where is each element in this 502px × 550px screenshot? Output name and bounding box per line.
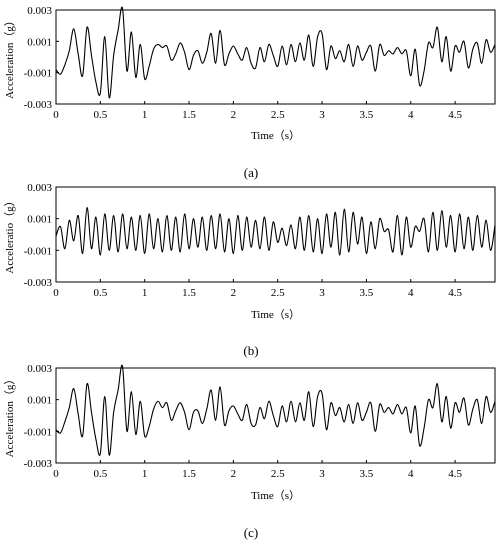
y-tick-label: 0.003 (27, 182, 52, 194)
x-tick-label: 2 (231, 287, 237, 299)
x-tick-label: 1.5 (182, 287, 196, 299)
plot-frame (55, 9, 496, 105)
x-tick-label: 0 (53, 287, 59, 299)
acceleration-trace (55, 364, 496, 456)
x-tick-label: 1.5 (182, 109, 196, 121)
x-axis-title: Time（s） (251, 308, 300, 321)
x-tick-label: 2 (231, 468, 237, 480)
y-tick-label: -0.003 (24, 277, 53, 289)
y-tick-label: -0.001 (24, 68, 52, 80)
x-tick-label: 2.5 (271, 468, 285, 480)
y-tick-label: 0.003 (27, 363, 52, 375)
x-tick-label: 2 (231, 109, 237, 121)
panel-c: 0 0.5 1 1.5 2 2.5 3 3.5 4 4.5 0.003 0.001 -0.001 -0.0… (3, 363, 496, 540)
x-tick-label: 3.5 (360, 109, 374, 121)
x-tick-label: 1.5 (182, 468, 196, 480)
panel-b: 0 0.5 1 1.5 2 2.5 3 3.5 4 4.5 0.003 0.001 -0.001 -0.0… (3, 182, 496, 358)
x-tick-label: 0 (53, 109, 59, 121)
x-tick-label: 3 (319, 109, 325, 121)
y-tick-label: 0.001 (27, 395, 52, 407)
x-tick-label: 2.5 (271, 287, 285, 299)
y-tick-label: -0.001 (24, 245, 52, 257)
y-tick-label: 0.003 (27, 5, 52, 17)
x-tick-label: 0.5 (93, 109, 107, 121)
panel-a: 0 0.5 1 1.5 2 2.5 3 3.5 4 4.5 0.003 0.001 -0.001 -0.0… (3, 5, 496, 180)
plot-frame (55, 367, 496, 464)
x-tick-label: 0 (53, 468, 59, 480)
acceleration-trace (55, 207, 496, 256)
y-axis-title: Acceleration（g） (3, 374, 16, 458)
acceleration-trace (55, 6, 496, 99)
x-tick-label: 4 (408, 287, 414, 299)
x-tick-label: 4.5 (448, 109, 462, 121)
y-tick-label: -0.001 (24, 426, 52, 438)
y-tick-label: -0.003 (24, 458, 53, 470)
x-tick-label: 3.5 (360, 287, 374, 299)
x-tick-label: 0.5 (93, 287, 107, 299)
panel-caption: (b) (243, 343, 258, 358)
x-axis-title: Time（s） (251, 129, 300, 142)
x-tick-label: 4.5 (448, 287, 462, 299)
x-tick-label: 4.5 (448, 468, 462, 480)
y-tick-label: 0.001 (27, 214, 52, 226)
y-tick-label: -0.003 (24, 99, 53, 111)
x-tick-label: 1 (142, 287, 148, 299)
x-tick-label: 2.5 (271, 109, 285, 121)
x-tick-label: 3 (319, 287, 325, 299)
y-axis-title: Acceleratio（g） (3, 195, 16, 273)
x-tick-label: 1 (142, 468, 148, 480)
x-tick-label: 4 (408, 109, 414, 121)
x-axis-title: Time（s） (251, 489, 300, 502)
panel-caption: (c) (244, 525, 258, 540)
x-tick-label: 1 (142, 109, 148, 121)
y-axis-title: Acceleration（g） (3, 15, 16, 99)
x-tick-label: 3 (319, 468, 325, 480)
x-tick-label: 3.5 (360, 468, 374, 480)
y-tick-label: 0.001 (27, 36, 52, 48)
panel-caption: (a) (244, 165, 258, 180)
x-tick-label: 4 (408, 468, 414, 480)
x-tick-label: 0.5 (93, 468, 107, 480)
